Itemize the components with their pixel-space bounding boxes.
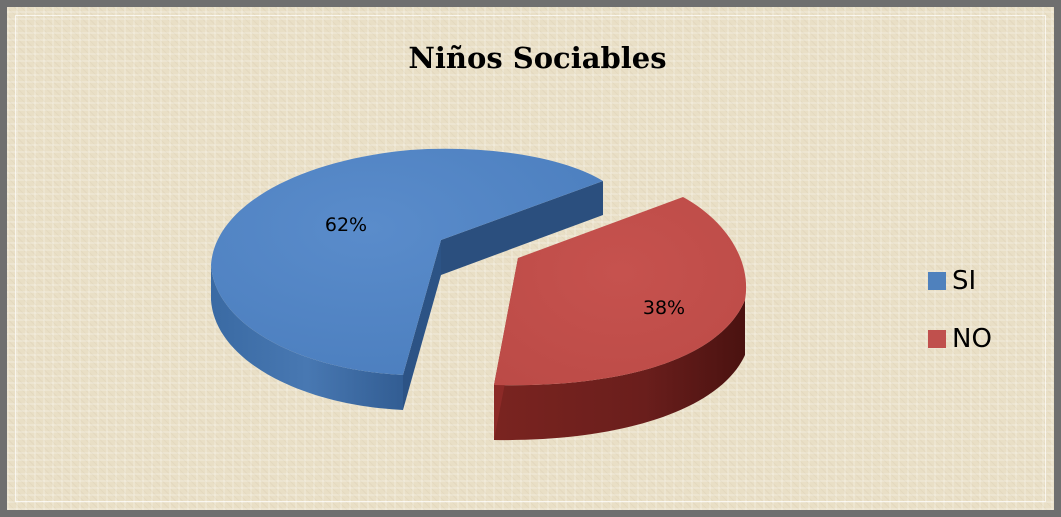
chart-inner-border bbox=[15, 15, 1046, 502]
legend-item-si: SI bbox=[928, 264, 992, 298]
pie-slice-no bbox=[494, 197, 747, 441]
data-label-no: 38% bbox=[643, 297, 685, 319]
chart-title: Niños Sociables bbox=[408, 41, 667, 75]
pie-slice-si-side bbox=[211, 265, 403, 410]
legend-item-no: NO bbox=[928, 322, 992, 356]
legend-swatch-si bbox=[928, 272, 946, 290]
chart-legend: SI NO bbox=[928, 264, 992, 380]
pie-slice-si-top bbox=[211, 148, 603, 375]
pie-slice-si-back-wall bbox=[441, 181, 603, 275]
pie-slice-si bbox=[211, 148, 603, 410]
pie-slice-no-side bbox=[494, 300, 745, 441]
legend-swatch-no bbox=[928, 330, 946, 348]
pie-slice-si-inner-wall bbox=[403, 240, 441, 410]
pie-slice-no-top bbox=[494, 197, 747, 386]
data-label-si: 62% bbox=[325, 214, 367, 236]
legend-label-si: SI bbox=[952, 266, 977, 296]
legend-label-no: NO bbox=[952, 324, 992, 354]
